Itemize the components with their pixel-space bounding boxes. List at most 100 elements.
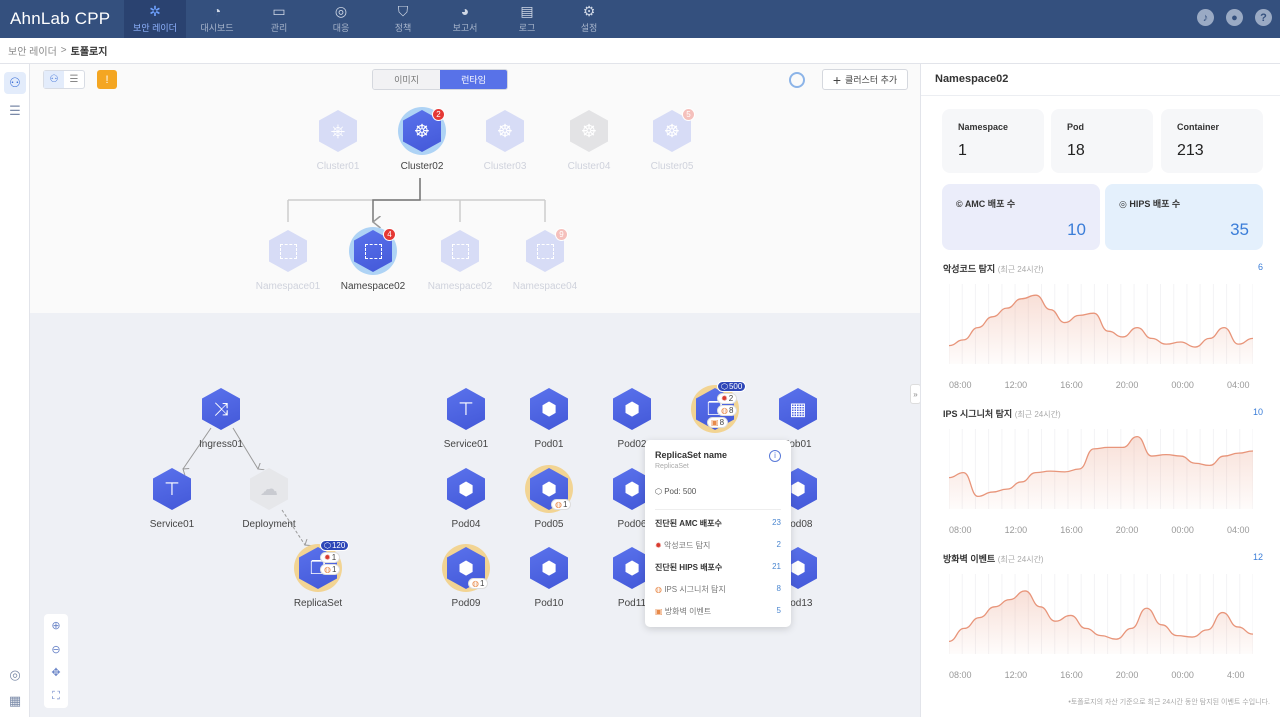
node-label: Pod13 <box>783 598 813 609</box>
widgets-icon[interactable]: ▦ <box>8 693 22 708</box>
x-tick-label: 00:00 <box>1171 380 1194 390</box>
chart-2: 방화벽 이벤트 (최근 24시간) 12 08:00 12:00 16:00 20:00 0… <box>943 552 1263 680</box>
nav-item-label: 대응 <box>332 23 350 33</box>
breadcrumb-parent[interactable]: 보안 레이더 <box>8 47 57 58</box>
nav-item-label: 설정 <box>580 23 598 33</box>
firewall-icon: ▣ <box>655 607 665 616</box>
x-tick-label: 12:00 <box>1005 525 1028 535</box>
mode-tabs: 이미지 런타임 <box>372 69 508 90</box>
chart-0: 악성코드 탐지 (최근 24시간) 6 08:00 12:00 16:00 20:00 00… <box>943 262 1263 390</box>
node-label: Ingress01 <box>199 439 243 450</box>
chart-plot: 08:00 12:00 16:00 20:00 00:00 04:00 <box>949 284 1253 390</box>
tooltip-row: ◍ IPS 시그니처 탐지 8 <box>655 584 781 594</box>
zoom-in-icon[interactable]: ⊕ <box>51 620 61 633</box>
tab-runtime[interactable]: 런타임 <box>440 70 507 89</box>
x-tick-label: 00:00 <box>1171 670 1194 680</box>
fit-screen-icon[interactable]: ⛶ <box>52 689 60 702</box>
detail-panel: Namespace02 Namespace 1 Pod 18 Container 21… <box>920 64 1280 717</box>
monitor-icon: ▭ <box>272 3 286 19</box>
series-line <box>949 435 1253 498</box>
x-tick-label: 12:00 <box>1005 670 1028 680</box>
app-logo: AhnLab CPP <box>10 9 111 28</box>
help-icon[interactable]: ? <box>1255 9 1272 26</box>
nav-item[interactable]: ⛉ 정책 <box>372 0 434 38</box>
x-tick-label: 00:00 <box>1171 525 1194 535</box>
tooltip-subtitle: ReplicaSet <box>655 463 689 470</box>
nav-item-label: 대시보드 <box>200 23 234 33</box>
refresh-icon[interactable] <box>789 72 805 88</box>
x-tick-label: 20:00 <box>1116 670 1139 680</box>
node-label: Pod09 <box>451 598 481 609</box>
nav-item[interactable]: ✲ 보안 레이더 <box>124 0 186 38</box>
malware-badge: ✹ 1 <box>320 552 341 563</box>
node-label: Pod01 <box>534 439 564 450</box>
series-area <box>949 590 1253 654</box>
tooltip-row: ▣ 방화벽 이벤트 5 <box>655 606 781 616</box>
user-icon[interactable]: ● <box>1226 9 1243 26</box>
fingerprint-icon: ◍ <box>655 585 665 594</box>
nav-item[interactable]: ◎ 대응 <box>310 0 372 38</box>
ips-badge: ◍ 1 <box>468 578 489 589</box>
alert-count-badge: 4 <box>383 228 396 241</box>
node-label: Namespace01 <box>255 281 321 292</box>
stat-container: Container 213 <box>1161 109 1263 173</box>
pie-chart-icon: ◕ <box>460 3 470 19</box>
replicaset-tooltip: ReplicaSet name ReplicaSet i ⬡ Pod: 500 … <box>645 440 791 627</box>
ips-badge: ◍ 8 <box>717 405 738 416</box>
kube-icon: ⎈ <box>319 110 357 152</box>
gear-icon: ⚙ <box>582 3 596 19</box>
ips-badge: ◍ 1 <box>320 564 341 575</box>
amc-deploy-card: © AMC 배포 수 10 <box>942 184 1100 250</box>
x-tick-label: 16:00 <box>1060 380 1083 390</box>
nav-item[interactable]: ▭ 관리 <box>248 0 310 38</box>
ghost-icon: ☁ <box>250 468 288 510</box>
alert-button[interactable]: ! <box>97 70 117 89</box>
node-label: Cluster05 <box>650 161 694 172</box>
move-icon[interactable]: ✥ <box>51 667 61 680</box>
zoom-out-icon[interactable]: ⊖ <box>51 643 61 656</box>
node-label: Pod04 <box>451 519 481 530</box>
x-tick-label: 04:00 <box>1227 525 1250 535</box>
radar-icon: ✲ <box>149 3 161 19</box>
cube-icon: ⬢ <box>447 547 485 589</box>
add-cluster-button[interactable]: + 클러스터 추가 <box>822 69 908 90</box>
nav-item[interactable]: ◕ 보고서 <box>434 0 496 38</box>
nav-item-label: 보안 레이더 <box>133 23 177 33</box>
view-toggle: ⚇ ☰ <box>43 70 85 89</box>
target-icon: ◎ <box>334 3 348 19</box>
target-icon: ◎ <box>1119 199 1130 209</box>
tab-image[interactable]: 이미지 <box>373 70 440 89</box>
document-icon: ▤ <box>520 3 534 19</box>
bug-icon: ✹ <box>655 541 664 550</box>
stat-namespace: Namespace 1 <box>942 109 1044 173</box>
nav-item-label: 관리 <box>270 23 288 33</box>
chart-total: 12 <box>1252 552 1263 562</box>
node-label: Cluster02 <box>400 161 444 172</box>
chart-plot: 08:00 12:00 16:00 20:00 00:00 4:00 <box>949 574 1253 680</box>
nav-item-label: 정책 <box>394 23 412 33</box>
bell-icon[interactable]: ♪ <box>1197 9 1214 26</box>
node-label: Namespace02 <box>340 281 406 292</box>
checklist-icon[interactable]: ☰ <box>9 103 21 118</box>
nav-item[interactable]: ⚙ 설정 <box>558 0 620 38</box>
tree-view-icon[interactable]: ⚇ <box>44 71 64 88</box>
alert-count-badge: 9 <box>555 228 568 241</box>
add-cluster-label: 클러스터 추가 <box>845 75 898 85</box>
node-label: Cluster04 <box>567 161 611 172</box>
topology-icon[interactable]: ⚇ <box>4 72 26 94</box>
series-area <box>949 436 1253 509</box>
nav-item-label: 보고서 <box>452 23 478 33</box>
alert-count-badge: 5 <box>682 108 695 121</box>
cube-icon: ⬡ <box>655 487 665 496</box>
settings-circle-icon[interactable]: ◎ <box>9 667 21 682</box>
series-area <box>949 295 1253 364</box>
breadcrumb: 보안 레이더 > 토폴로지 <box>0 38 1280 64</box>
nav-item[interactable]: ▤ 로그 <box>496 0 558 38</box>
gauge-icon: ◔ <box>212 3 222 19</box>
nav-item[interactable]: ◔ 대시보드 <box>186 0 248 38</box>
list-view-icon[interactable]: ☰ <box>69 74 79 85</box>
tooltip-row: 진단된 AMC 배포수 23 <box>655 518 781 528</box>
node-label: Service01 <box>149 519 195 530</box>
info-icon[interactable]: i <box>769 450 781 462</box>
x-tick-label: 08:00 <box>949 525 972 535</box>
